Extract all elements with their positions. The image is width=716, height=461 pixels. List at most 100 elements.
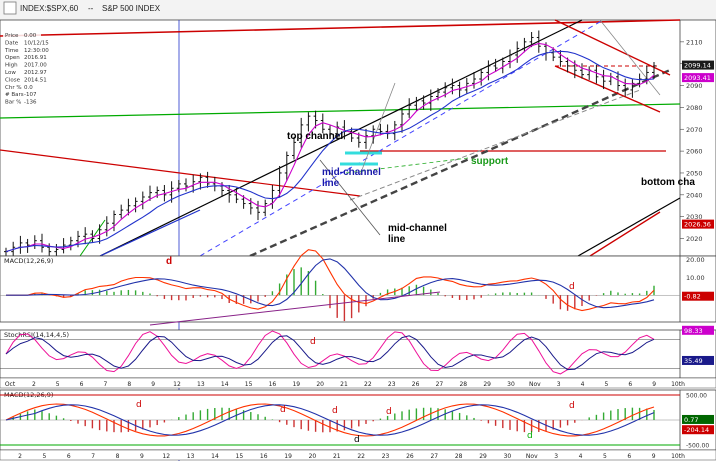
stochrsi-panel: StochRSI(14,14,4,5) 98.33 35.49 d Oct 2 5 6 7 8 9 1… (0, 325, 716, 389)
x-axis-top-label: 3 (557, 381, 561, 388)
info-value: -136 (24, 100, 37, 106)
macd-title: MACD(12,26,9) (4, 257, 53, 265)
info-label: Close (5, 77, 21, 83)
macd-badge (682, 291, 714, 301)
macd-d-label: d (569, 282, 575, 292)
macd-tick-label: 10.00 (686, 274, 705, 282)
macd-long-d-label: d (136, 400, 142, 410)
x-axis-bottom-label: 4 (579, 453, 583, 460)
x-axis-bottom-label: Nov (526, 453, 538, 460)
header-separator: -- (88, 4, 94, 13)
price-badge (682, 73, 714, 83)
info-label: Time (4, 48, 19, 54)
bottom-channel-red (589, 211, 661, 257)
x-axis-bottom-label: 6 (627, 453, 631, 460)
x-axis-top-label: 27 (436, 381, 444, 388)
price-tick-label: 2080 (686, 104, 703, 112)
x-axis-bottom-label: 16 (260, 453, 268, 460)
info-value: -107 (24, 92, 37, 98)
x-axis-bottom-label: 7 (91, 453, 95, 460)
x-axis-bottom-label: 20 (309, 453, 317, 460)
stoch-title: StochRSI(14,14,4,5) (4, 331, 69, 339)
info-value: 2012.97 (24, 70, 47, 76)
x-axis-top-frame (0, 377, 716, 389)
x-axis-bottom-label: 15 (236, 453, 244, 460)
x-axis-bottom-label: 5 (603, 453, 607, 460)
price-tick-label: 2050 (686, 169, 703, 177)
price-ma-slow (5, 50, 655, 253)
macd-frame (0, 255, 716, 323)
price-badge-label: 2026.36 (684, 221, 711, 229)
x-axis-bottom-label: 29 (479, 453, 487, 460)
label-d-price: d (166, 256, 172, 267)
x-axis-top-label: 4 (581, 381, 585, 388)
x-axis-bottom: 2 5 6 7 8 9 12 13 14 15 16 19 20 21 22 23 26 27 28 29 30 Nov 3… (0, 449, 716, 461)
x-axis-bottom-label: 27 (430, 453, 438, 460)
info-value: 12:30:00 (24, 48, 49, 54)
macd-long-d-label: d (386, 407, 392, 417)
x-axis-bottom-label: 30 (504, 453, 512, 460)
macd-long-line (5, 403, 655, 437)
info-value: 2014.51 (24, 77, 47, 83)
falling-channel-bottom (554, 65, 661, 113)
info-value: 10/12/15 (24, 40, 49, 46)
x-axis-top-label: 13 (197, 381, 205, 388)
label-support: support (471, 156, 509, 167)
info-label: High (5, 63, 18, 69)
stoch-d-line (5, 335, 655, 371)
macd-signal-line (6, 258, 655, 309)
x-axis-bottom-label: 10th (671, 453, 685, 460)
info-label: Open (5, 55, 20, 61)
x-axis-top-label: 14 (221, 381, 229, 388)
x-axis-top: Oct 2 5 6 7 8 9 12 13 14 15 16 19 20 21 22 23 26 27 28 29 30 N… (0, 377, 716, 389)
x-axis-bottom-label: 23 (382, 453, 390, 460)
x-axis-top-label: 10th (671, 381, 685, 388)
x-axis-top-label: Oct (5, 381, 16, 388)
x-axis-top-label: 29 (483, 381, 491, 388)
mid-channel-pointer (319, 159, 381, 236)
x-axis-bottom-label: 6 (67, 453, 71, 460)
macd-long-badge-label: 0.77 (684, 416, 698, 424)
x-axis-bottom-label: 9 (652, 453, 656, 460)
price-ma-fast (5, 42, 655, 253)
macd-long-tick-label: -500.00 (686, 443, 709, 450)
x-axis-bottom-label: 22 (357, 453, 365, 460)
inner-channel-dashed (349, 89, 641, 201)
wedge-line-2 (599, 19, 661, 96)
macd-line (6, 249, 655, 312)
price-tick-label: 2040 (686, 191, 703, 199)
stoch-badge-label: 35.49 (684, 357, 703, 365)
x-axis-bottom-frame (0, 449, 716, 461)
macd-trend-line (149, 291, 441, 326)
label-mid-channel-2: mid-channel (388, 223, 447, 234)
header-name: S&P 500 INDEX (102, 4, 161, 13)
price-tick-label: 2070 (686, 126, 703, 134)
annotation-layer: top channel mid-channel line support mid… (166, 131, 695, 267)
macd-long-tick-label: 500.00 (686, 393, 707, 400)
macd-long-panel: MACD(12,26,9)-500.000.00500.000.77-204.1… (0, 389, 716, 461)
info-label: Date (5, 40, 19, 46)
info-value: 2016.91 (24, 55, 47, 61)
x-axis-bottom-label: 9 (140, 453, 144, 460)
x-axis-top-label: 8 (127, 381, 131, 388)
x-axis-bottom-label: 28 (455, 453, 463, 460)
macd-long-badge-label: -204.14 (684, 426, 709, 434)
x-axis-top-label: 6 (628, 381, 632, 388)
label-mid-channel-line: line (322, 178, 340, 189)
window-icon[interactable] (3, 1, 17, 15)
info-label: Low (5, 70, 16, 76)
resistance-line (0, 19, 681, 37)
label-mid-channel: mid-channel (322, 167, 381, 178)
macd-long-signal (5, 404, 655, 436)
x-axis-top-label: 22 (364, 381, 372, 388)
x-axis-top-label: 30 (507, 381, 515, 388)
x-axis-top-label: 19 (292, 381, 300, 388)
x-axis-top-label: 20 (316, 381, 324, 388)
stoch-badge (682, 325, 714, 335)
label-top-channel: top channel (287, 131, 343, 142)
falling-channel-top (554, 19, 671, 76)
x-axis-top-label: 9 (652, 381, 656, 388)
x-axis-top-label: 26 (412, 381, 420, 388)
macd-tick-label: 20.00 (686, 256, 705, 264)
price-tick-label: 2030 (686, 213, 703, 221)
